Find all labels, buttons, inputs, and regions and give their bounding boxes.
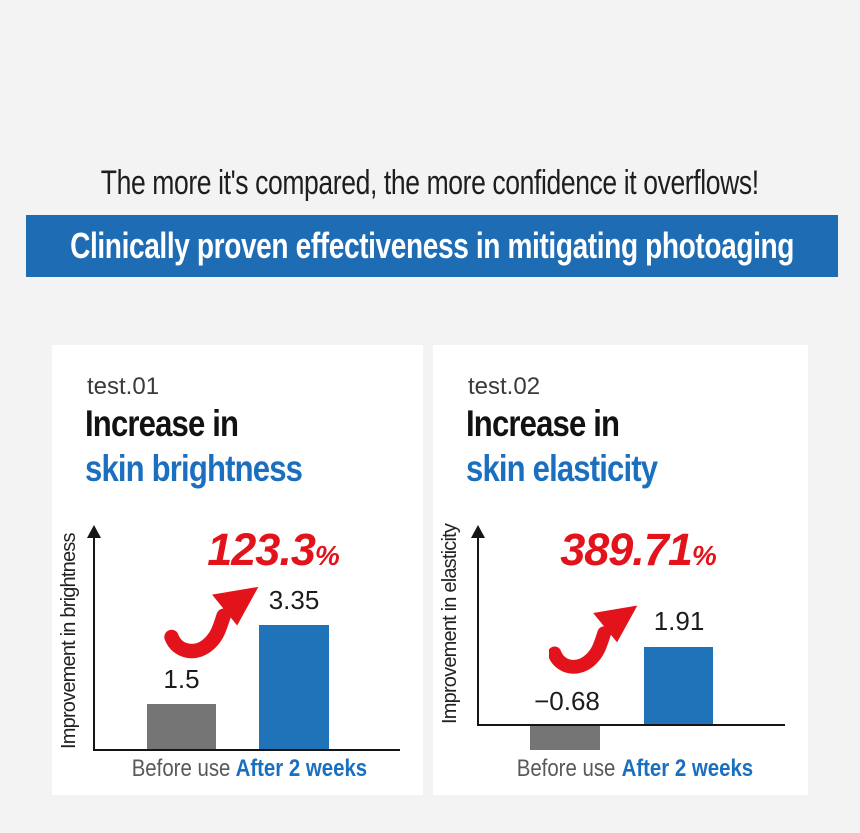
x-label-after-2-weeks: After 2 weeks	[224, 755, 368, 783]
test-card-brightness: test.01 Increase in skin brightness Impr…	[52, 345, 423, 795]
y-axis-arrowhead-icon	[471, 525, 485, 538]
x-label-before-use-text: Before use	[516, 755, 616, 782]
bar-after-2-weeks	[644, 647, 713, 724]
test-number: test.02	[468, 373, 541, 400]
test-card-elasticity: test.02 Increase in skin elasticity Impr…	[433, 345, 808, 795]
x-axis-line	[93, 749, 400, 751]
claim-banner-text: Clinically proven effectiveness in mitig…	[70, 225, 794, 266]
card-title-line2: skin brightness	[85, 448, 343, 490]
growth-arrow-icon	[549, 605, 638, 674]
y-axis-label: Improvement in elasticity	[439, 523, 461, 724]
x-axis-line	[477, 724, 785, 726]
bar-before-use	[530, 726, 600, 750]
claim-banner: Clinically proven effectiveness in mitig…	[26, 215, 838, 277]
growth-arrow-icon	[164, 586, 259, 659]
x-label-before-use-text: Before use	[131, 755, 231, 782]
bar-value-after: 1.91	[653, 606, 705, 636]
card-title-line1-text: Increase in	[85, 403, 239, 444]
x-label-after-2-weeks-text: After 2 weeks	[621, 755, 754, 782]
percent-value: 123.3	[207, 524, 316, 575]
percent-sign: %	[314, 540, 340, 571]
x-label-before-use: Before use	[111, 755, 251, 783]
card-title-line1-text: Increase in	[466, 403, 620, 444]
headline: The more it's compared, the more confide…	[0, 164, 860, 203]
card-title-line2: skin elasticity	[466, 448, 694, 490]
y-axis-line	[93, 538, 95, 749]
test-number: test.01	[87, 373, 160, 400]
percent-increase: 389.71%	[538, 524, 738, 576]
card-title-line1: Increase in	[85, 403, 267, 445]
card-title-line1: Increase in	[466, 403, 648, 445]
bar-value-before: −0.68	[534, 686, 600, 716]
x-label-after-2-weeks-text: After 2 weeks	[235, 755, 368, 782]
percent-value: 389.71	[560, 524, 693, 575]
percent-increase: 123.3%	[173, 524, 373, 576]
x-label-before-use: Before use	[496, 755, 636, 783]
bar-before-use	[147, 704, 216, 749]
bar-after-2-weeks	[259, 625, 329, 749]
x-label-after-2-weeks: After 2 weeks	[610, 755, 754, 783]
bar-value-after: 3.35	[268, 585, 320, 615]
card-title-line2-text: skin elasticity	[466, 448, 658, 489]
percent-sign: %	[691, 540, 717, 571]
headline-text: The more it's compared, the more confide…	[101, 164, 759, 202]
y-axis-arrowhead-icon	[87, 525, 101, 538]
y-axis-label: Improvement in brightness	[58, 533, 80, 749]
y-axis-line	[477, 538, 479, 724]
bar-value-before: 1.5	[163, 664, 200, 694]
card-title-line2-text: skin brightness	[85, 448, 303, 489]
